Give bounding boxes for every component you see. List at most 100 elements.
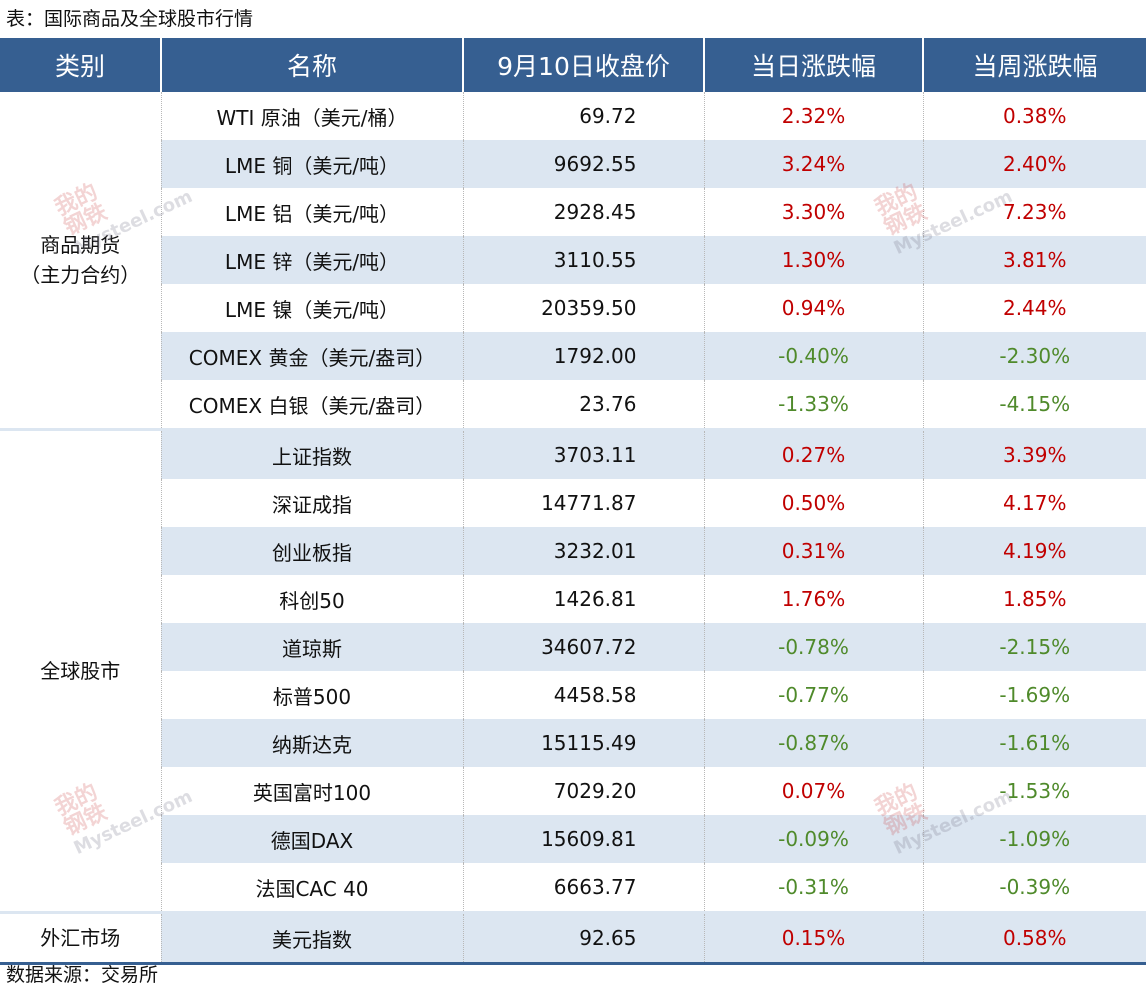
daily-change: 2.32% xyxy=(704,92,924,140)
instrument-name: COMEX 白银（美元/盎司） xyxy=(161,380,464,430)
close-price: 3703.11 xyxy=(463,428,705,479)
table-title: 表：国际商品及全球股市行情 xyxy=(6,8,254,30)
close-price: 15609.81 xyxy=(463,815,705,863)
weekly-change: 2.44% xyxy=(1002,296,1067,320)
header-name: 名称 xyxy=(161,38,464,92)
daily-change: 3.24% xyxy=(704,140,924,188)
instrument-name: 深证成指 xyxy=(161,479,464,527)
table-row: LME 镍（美元/吨） 20359.50 0.94% 2.44% xyxy=(0,284,1146,332)
instrument-name: 德国DAX xyxy=(161,815,464,863)
category-cell: 商品期货 （主力合约） xyxy=(0,92,162,430)
instrument-name: WTI 原油（美元/桶） xyxy=(161,92,464,140)
daily-change: 0.27% xyxy=(704,428,924,479)
daily-change: 1.76% xyxy=(704,575,924,623)
daily-change: -0.87% xyxy=(704,719,924,767)
instrument-name: 创业板指 xyxy=(161,527,464,575)
table-row: 德国DAX 15609.81 -0.09% -1.09% xyxy=(0,815,1146,863)
daily-change: 0.31% xyxy=(704,527,924,575)
close-price: 7029.20 xyxy=(463,767,705,815)
daily-change: 0.50% xyxy=(704,479,924,527)
instrument-name: COMEX 黄金（美元/盎司） xyxy=(161,332,464,380)
weekly-change: -1.69% xyxy=(999,683,1071,707)
instrument-name: LME 镍（美元/吨） xyxy=(161,284,464,332)
daily-change: 1.30% xyxy=(704,236,924,284)
source-note: 数据来源：交易所 xyxy=(6,964,159,986)
table-row: 英国富时100 7029.20 0.07% -1.53% xyxy=(0,767,1146,815)
weekly-change: 3.81% xyxy=(923,236,1146,284)
instrument-name: 纳斯达克 xyxy=(161,719,464,767)
table-row: LME 铜（美元/吨） 9692.55 3.24% 2.40% xyxy=(0,140,1146,188)
weekly-change: -2.30% xyxy=(923,332,1146,380)
close-price: 6663.77 xyxy=(463,863,705,913)
category-label: （主力合约） xyxy=(20,263,141,287)
instrument-name: 英国富时100 xyxy=(161,767,464,815)
instrument-name: 标普500 xyxy=(161,671,464,719)
table-row: 标普500 4458.58 -0.77% -1.69% xyxy=(0,671,1146,719)
weekly-change: -4.15% xyxy=(999,392,1071,416)
instrument-name: 法国CAC 40 xyxy=(161,863,464,913)
daily-change: 0.07% xyxy=(704,767,924,815)
close-price: 9692.55 xyxy=(463,140,705,188)
instrument-name: LME 铝（美元/吨） xyxy=(161,188,464,236)
instrument-name: 科创50 xyxy=(161,575,464,623)
daily-change: -0.31% xyxy=(704,863,924,913)
instrument-name: 美元指数 xyxy=(161,911,464,965)
close-price: 3232.01 xyxy=(463,527,705,575)
header-row: 类别 名称 9月10日收盘价 当日涨跌幅 当周涨跌幅 xyxy=(0,38,1146,92)
table-row: 商品期货 （主力合约） WTI 原油（美元/桶） 69.72 2.32% 0.38% xyxy=(0,92,1146,430)
daily-change: -0.77% xyxy=(704,671,924,719)
table-row: 全球股市 上证指数 3703.11 0.27% 3.39% xyxy=(0,428,1146,913)
table-row: LME 铝（美元/吨） 2928.45 3.30% 7.23% xyxy=(0,188,1146,236)
category-cell: 外汇市场 xyxy=(0,911,162,965)
daily-change: -0.40% xyxy=(704,332,924,380)
daily-change: -1.33% xyxy=(704,380,924,430)
category-cell: 全球股市 xyxy=(0,428,162,913)
table-row: 深证成指 14771.87 0.50% 4.17% xyxy=(0,479,1146,527)
daily-change: -0.09% xyxy=(704,815,924,863)
weekly-change: 1.85% xyxy=(1002,587,1067,611)
daily-change: 3.30% xyxy=(704,188,924,236)
table-row: 法国CAC 40 6663.77 -0.31% -0.39% xyxy=(0,863,1146,913)
close-price: 20359.50 xyxy=(463,284,705,332)
table-row: COMEX 白银（美元/盎司） 23.76 -1.33% -4.15% xyxy=(0,380,1146,430)
table-row: 创业板指 3232.01 0.31% 4.19% xyxy=(0,527,1146,575)
daily-change: 0.94% xyxy=(704,284,924,332)
close-price: 15115.49 xyxy=(463,719,705,767)
close-price: 14771.87 xyxy=(463,479,705,527)
header-category: 类别 xyxy=(0,38,162,92)
instrument-name: 上证指数 xyxy=(161,428,464,479)
close-price: 69.72 xyxy=(463,92,705,140)
weekly-change: 7.23% xyxy=(1002,200,1067,224)
weekly-change: 4.17% xyxy=(1002,491,1067,515)
daily-change: -0.78% xyxy=(704,623,924,671)
instrument-name: 道琼斯 xyxy=(161,623,464,671)
weekly-change: -2.15% xyxy=(923,623,1146,671)
instrument-name: LME 铜（美元/吨） xyxy=(161,140,464,188)
weekly-change: -0.39% xyxy=(999,875,1071,899)
table-row: 纳斯达克 15115.49 -0.87% -1.61% xyxy=(0,719,1146,767)
table-row: 科创50 1426.81 1.76% 1.85% xyxy=(0,575,1146,623)
close-price: 34607.72 xyxy=(463,623,705,671)
weekly-change: 4.19% xyxy=(923,527,1146,575)
close-price: 23.76 xyxy=(463,380,705,430)
close-price: 3110.55 xyxy=(463,236,705,284)
weekly-change: -1.09% xyxy=(923,815,1146,863)
header-weekly-change: 当周涨跌幅 xyxy=(923,38,1146,92)
weekly-change: 0.58% xyxy=(923,911,1146,965)
table-row: LME 锌（美元/吨） 3110.55 1.30% 3.81% xyxy=(0,236,1146,284)
market-table: 类别 名称 9月10日收盘价 当日涨跌幅 当周涨跌幅 商品期货 （主力合约） WTI… xyxy=(0,38,1146,965)
table-row: 外汇市场 美元指数 92.65 0.15% 0.58% xyxy=(0,911,1146,965)
table-row: COMEX 黄金（美元/盎司） 1792.00 -0.40% -2.30% xyxy=(0,332,1146,380)
header-close-price: 9月10日收盘价 xyxy=(463,38,705,92)
daily-change: 0.15% xyxy=(704,911,924,965)
weekly-change: -1.53% xyxy=(999,779,1071,803)
close-price: 92.65 xyxy=(463,911,705,965)
category-label: 商品期货 xyxy=(40,233,121,257)
close-price: 4458.58 xyxy=(463,671,705,719)
weekly-change: 3.39% xyxy=(923,428,1146,479)
weekly-change: 2.40% xyxy=(923,140,1146,188)
header-daily-change: 当日涨跌幅 xyxy=(704,38,924,92)
weekly-change: -1.61% xyxy=(923,719,1146,767)
instrument-name: LME 锌（美元/吨） xyxy=(161,236,464,284)
close-price: 2928.45 xyxy=(463,188,705,236)
